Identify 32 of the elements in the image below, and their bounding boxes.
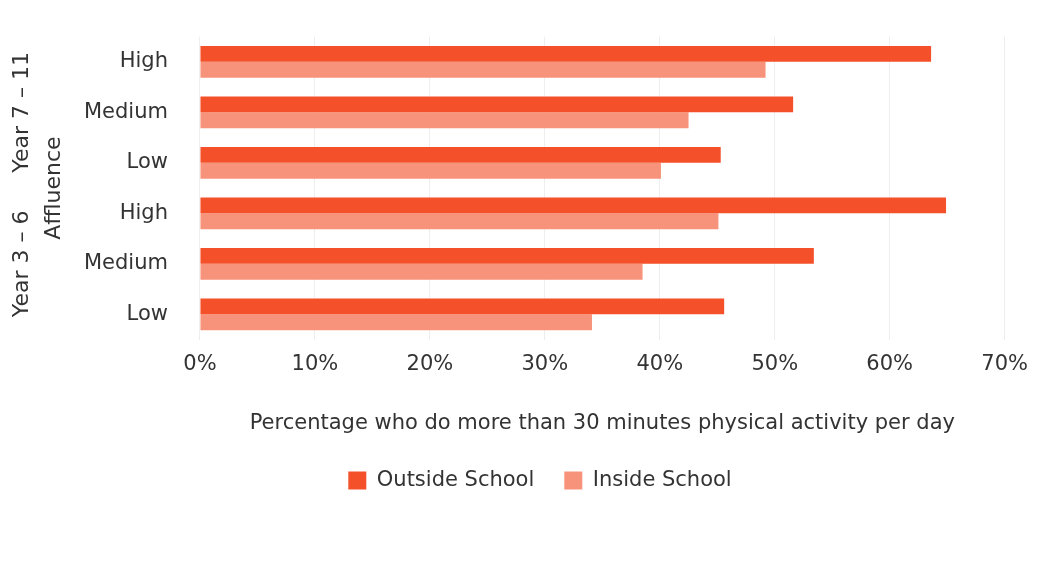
y-tick-label: Medium [83, 250, 168, 275]
y-tick-label: Low [126, 300, 168, 325]
bar [200, 162, 661, 179]
y-axis-title: Affluence [39, 136, 65, 240]
x-tick-label: 10% [291, 350, 339, 375]
x-axis-title: Percentage who do more than 30 minutes physical activity per day [249, 409, 955, 434]
y-tick-label: High [119, 48, 168, 73]
x-tick-label: 30% [521, 350, 569, 375]
bar [200, 197, 947, 214]
text: Year 3 – 6 [7, 210, 33, 319]
bar [200, 314, 592, 331]
legend-label: Inside School [592, 466, 732, 491]
bar [200, 247, 814, 264]
y-tick-label: High [119, 199, 168, 224]
bar [200, 146, 721, 163]
y-tick-label: Medium [83, 98, 168, 123]
x-tick-label: 60% [866, 350, 914, 375]
bar [200, 61, 766, 78]
bar [200, 45, 932, 62]
x-tick-label: 70% [981, 350, 1029, 375]
x-tick-label: 0% [183, 350, 217, 375]
bar [200, 263, 643, 280]
bar [200, 96, 794, 113]
bar [200, 112, 689, 129]
x-tick-label: 40% [636, 350, 684, 375]
y-tick-label: Low [126, 149, 168, 174]
text: Year 7 – 11 [7, 52, 33, 174]
x-tick-label: 50% [751, 350, 799, 375]
legend-label: Outside School [376, 466, 535, 491]
bar [200, 213, 719, 230]
bar [200, 298, 725, 315]
x-tick-label: 20% [406, 350, 454, 375]
